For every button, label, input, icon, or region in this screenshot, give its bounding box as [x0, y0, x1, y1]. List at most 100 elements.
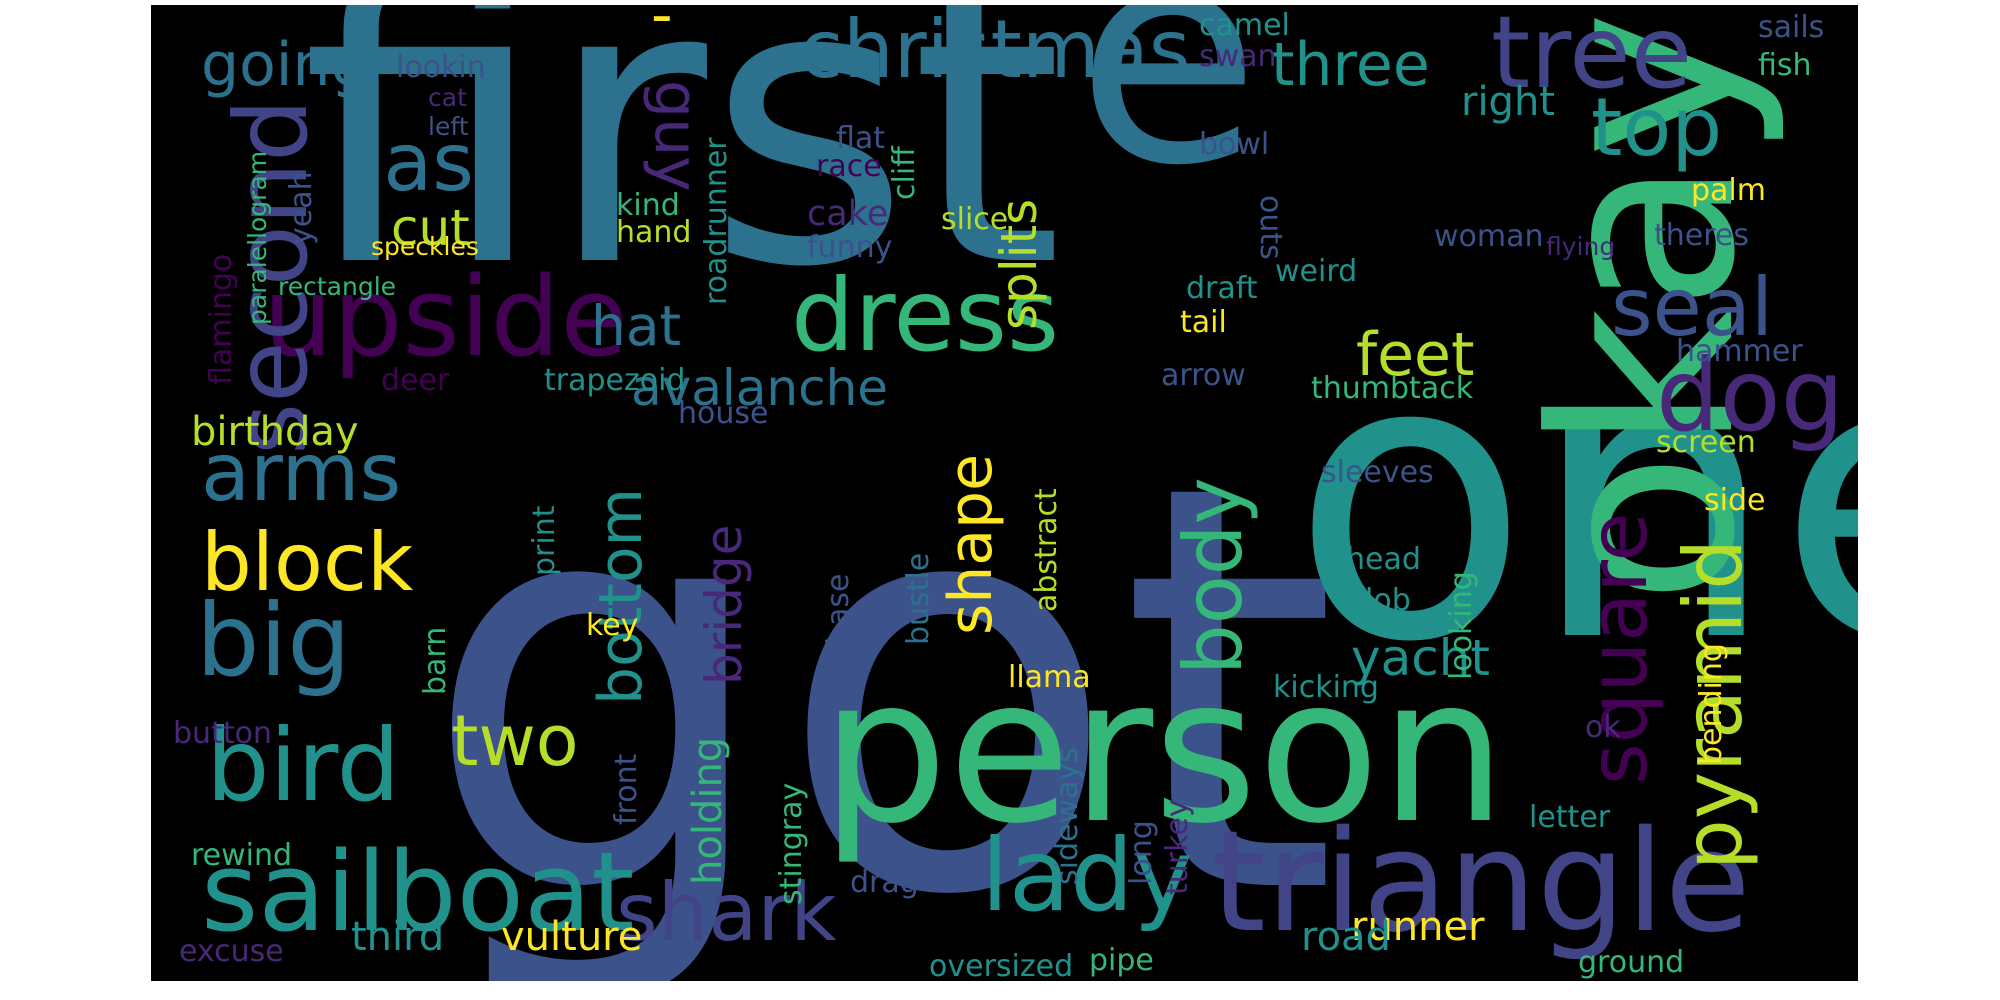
word-bustle: bustle [901, 553, 936, 645]
word-first: first [301, 5, 1063, 352]
word-dress: dress [791, 257, 1059, 374]
word-bowl: bowl [1199, 127, 1269, 162]
word-vulture: vulture [501, 914, 642, 960]
word-palm: palm [1691, 173, 1766, 208]
word-christmas: christmas [799, 5, 1190, 96]
word-holding: holding [685, 737, 731, 885]
word-big: big [196, 582, 351, 699]
word-kind: kind [616, 188, 680, 223]
word-going: going [201, 30, 369, 100]
word-fish: fish [1758, 48, 1812, 83]
word-top: top [1591, 81, 1722, 174]
word-lady: lady [981, 817, 1193, 934]
word-outs: outs [1253, 195, 1288, 260]
word-upside: upside [263, 253, 628, 381]
word-hammer: hammer [1676, 334, 1803, 369]
word-stingray: stingray [774, 783, 809, 905]
word-shark: shark [616, 866, 837, 959]
word-second: second [213, 98, 330, 455]
word-lookin: lookin [396, 50, 486, 85]
word-turkey: turkey [1160, 799, 1195, 895]
word-abstract: abstract [1029, 488, 1064, 612]
word-three: three [1271, 30, 1430, 100]
word-slice: slice [941, 202, 1008, 237]
word-camel: camel [1199, 8, 1290, 43]
word-sails: sails [1758, 10, 1824, 45]
word-ground: ground [1578, 945, 1684, 980]
word-arms: arms [201, 426, 401, 519]
word-runner: runner [1351, 904, 1485, 950]
word-side: side [1704, 483, 1765, 518]
word-front: front [609, 753, 644, 825]
word-bending: bending [1694, 643, 1729, 765]
word-bottom: bottom [586, 488, 656, 705]
word-theres: theres [1654, 218, 1749, 253]
word-road: road [1301, 914, 1391, 960]
word-flying: flying [1546, 232, 1615, 261]
word-triangle: triangle [1211, 801, 1751, 964]
word-person: person [821, 635, 1507, 868]
word-ok: ok [1585, 710, 1621, 745]
word-woman: woman [1434, 219, 1544, 254]
word-race: race [816, 149, 882, 184]
word-square: square [1572, 512, 1665, 785]
word-sailboat: sailboat [201, 828, 635, 956]
word-deer: deer [381, 363, 450, 398]
word-barn: barn [418, 627, 453, 695]
word-tail: tail [1180, 305, 1227, 340]
word-speckles: speckles [371, 232, 479, 261]
word-head: head [1346, 542, 1421, 577]
word-letter: letter [1529, 800, 1611, 835]
word-blob: blob [1346, 583, 1411, 618]
word-paralellogram: paralellogram [243, 151, 272, 325]
word-seal: seal [1611, 261, 1773, 354]
word-base: base [821, 573, 856, 645]
word-screen: screen [1656, 425, 1756, 460]
word-dog: dog [1656, 337, 1844, 454]
word-block: block [201, 516, 414, 609]
word-long: long [1124, 820, 1159, 885]
word-e: e [1076, 5, 1261, 231]
word-birthday: birthday [191, 409, 359, 455]
word-splits: splits [990, 199, 1048, 330]
word-sleeves: sleeves [1321, 455, 1434, 490]
word-rewind: rewind [191, 838, 292, 873]
word-cut: cut [391, 199, 470, 257]
word-yeah: yeah [284, 171, 319, 245]
word-weird: weird [1275, 254, 1357, 289]
word-button: button [173, 716, 272, 751]
word-got: got [421, 366, 1339, 981]
word-kicking: kicking [1273, 670, 1379, 705]
word-shape: shape [936, 454, 1006, 635]
word-key: key [586, 608, 639, 643]
word-feet: feet [1356, 320, 1474, 390]
word-body: body [1167, 477, 1260, 675]
word-flamingo: flamingo [204, 254, 239, 385]
word-last: last [361, 116, 505, 209]
word-cat: cat [428, 83, 467, 112]
word-guy: guy [641, 80, 711, 192]
word-dash: - [651, 5, 673, 50]
word-trapezoid: trapezoid [544, 363, 685, 398]
word-looking: looking [1444, 571, 1479, 680]
word-funny: funny [807, 230, 892, 265]
word-pyramid: pyramid [1667, 539, 1760, 870]
word-sideways: sideways [1050, 747, 1085, 885]
word-hand: hand [616, 215, 691, 250]
word-thumbtack: thumbtack [1311, 371, 1474, 406]
word-right: right [1461, 79, 1555, 125]
word-one: one [1291, 273, 1858, 727]
word-avalanche: avalanche [631, 359, 888, 417]
word-rectangle: rectangle [278, 272, 396, 301]
word-drag: drag [850, 865, 919, 900]
word-oversized: oversized [929, 949, 1073, 981]
word-cake: cake [807, 194, 888, 234]
word-swan: swan [1199, 39, 1277, 74]
word-bird: bird [206, 707, 400, 824]
word-print: print [527, 505, 562, 576]
word-hat: hat [591, 294, 681, 358]
word-pipe: pipe [1089, 943, 1154, 978]
word-roadrunner: roadrunner [699, 137, 734, 305]
